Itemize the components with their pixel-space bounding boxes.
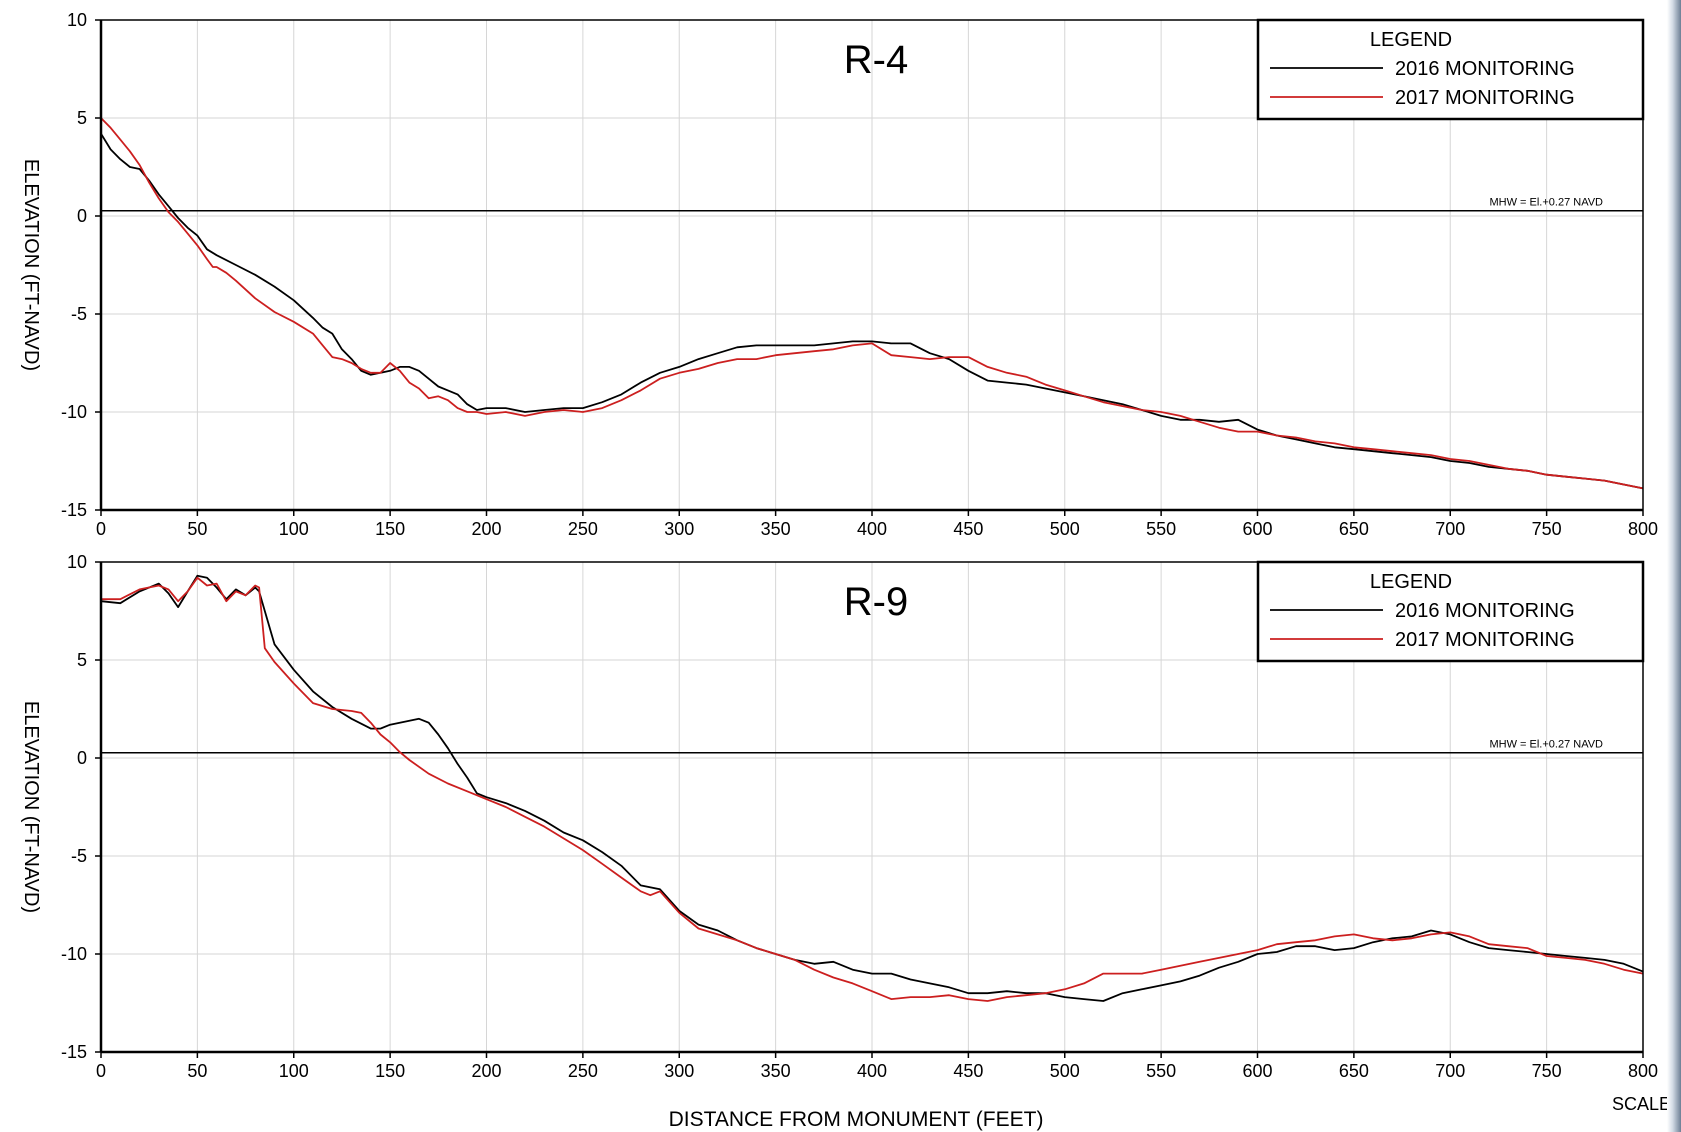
y-tick-label: -15 <box>61 1042 87 1062</box>
x-axis-title: DISTANCE FROM MONUMENT (FEET) <box>669 1108 1044 1131</box>
y-axis-title: ELEVATION (FT-NAVD) <box>20 159 42 371</box>
x-tick-label: 400 <box>857 519 887 539</box>
legend-item-label: 2017 MONITORING <box>1395 629 1575 651</box>
series-line-2017-monitoring <box>101 576 1644 1002</box>
x-tick-label: 100 <box>279 1061 309 1081</box>
legend-item-label: 2017 MONITORING <box>1395 87 1575 109</box>
x-tick-label: 250 <box>568 519 598 539</box>
x-tick-label: 350 <box>761 1061 791 1081</box>
x-tick-label: 300 <box>664 1061 694 1081</box>
y-tick-label: 0 <box>77 206 87 226</box>
x-tick-label: 450 <box>953 1061 983 1081</box>
legend: LEGEND 2016 MONITORING 2017 MONITORING <box>1256 18 1645 121</box>
x-tick-label: 800 <box>1628 1061 1658 1081</box>
chart-title: R-4 <box>844 38 908 82</box>
y-tick-label: -5 <box>71 304 87 324</box>
x-tick-label: 50 <box>187 1061 207 1081</box>
x-tick-label: 150 <box>375 1061 405 1081</box>
x-tick-label: 350 <box>761 519 791 539</box>
legend-item-label: 2016 MONITORING <box>1395 600 1575 622</box>
x-tick-label: 100 <box>279 519 309 539</box>
y-tick-label: 5 <box>77 108 87 128</box>
x-tick-label: 500 <box>1050 1061 1080 1081</box>
x-tick-label: 400 <box>857 1061 887 1081</box>
chart-title: R-9 <box>844 580 908 624</box>
legend-box <box>1256 560 1645 663</box>
y-tick-label: -10 <box>61 402 87 422</box>
x-tick-label: 600 <box>1242 519 1272 539</box>
x-tick-label: 0 <box>96 519 106 539</box>
y-tick-label: -15 <box>61 500 87 520</box>
y-tick-label: 0 <box>77 748 87 768</box>
x-tick-label: 650 <box>1339 519 1369 539</box>
legend-item-label: 2016 MONITORING <box>1395 58 1575 80</box>
legend-box <box>1256 18 1645 121</box>
right-edge-gradient <box>1667 0 1681 1132</box>
x-tick-label: 0 <box>96 1061 106 1081</box>
mhw-label: MHW = El.+0.27 NAVD <box>1490 739 1604 751</box>
x-tick-label: 650 <box>1339 1061 1369 1081</box>
x-tick-label: 700 <box>1435 1061 1465 1081</box>
y-tick-label: -10 <box>61 944 87 964</box>
scale-label: SCALE <box>1612 1094 1671 1114</box>
mhw-label: MHW = El.+0.27 NAVD <box>1490 197 1604 209</box>
x-tick-label: 700 <box>1435 519 1465 539</box>
x-tick-label: 50 <box>187 519 207 539</box>
series-line-2017-monitoring <box>100 117 1644 490</box>
x-tick-label: 150 <box>375 519 405 539</box>
legend: LEGEND 2016 MONITORING 2017 MONITORING <box>1256 560 1645 663</box>
x-tick-label: 450 <box>953 519 983 539</box>
y-axis-title: ELEVATION (FT-NAVD) <box>20 701 42 913</box>
x-tick-label: 800 <box>1628 519 1658 539</box>
y-tick-label: 5 <box>77 650 87 670</box>
x-tick-label: 250 <box>568 1061 598 1081</box>
legend-title: LEGEND <box>1370 29 1452 51</box>
y-tick-label: 10 <box>67 552 87 572</box>
x-tick-label: 200 <box>471 519 501 539</box>
legend-title: LEGEND <box>1370 571 1452 593</box>
x-tick-label: 300 <box>664 519 694 539</box>
y-tick-label: 10 <box>67 10 87 30</box>
x-tick-label: 600 <box>1242 1061 1272 1081</box>
x-tick-label: 750 <box>1532 519 1562 539</box>
x-tick-label: 500 <box>1050 519 1080 539</box>
x-tick-label: 550 <box>1146 519 1176 539</box>
y-tick-label: -5 <box>71 846 87 866</box>
x-tick-label: 200 <box>471 1061 501 1081</box>
x-tick-label: 750 <box>1532 1061 1562 1081</box>
x-tick-label: 550 <box>1146 1061 1176 1081</box>
series-line-2016-monitoring <box>100 133 1644 490</box>
